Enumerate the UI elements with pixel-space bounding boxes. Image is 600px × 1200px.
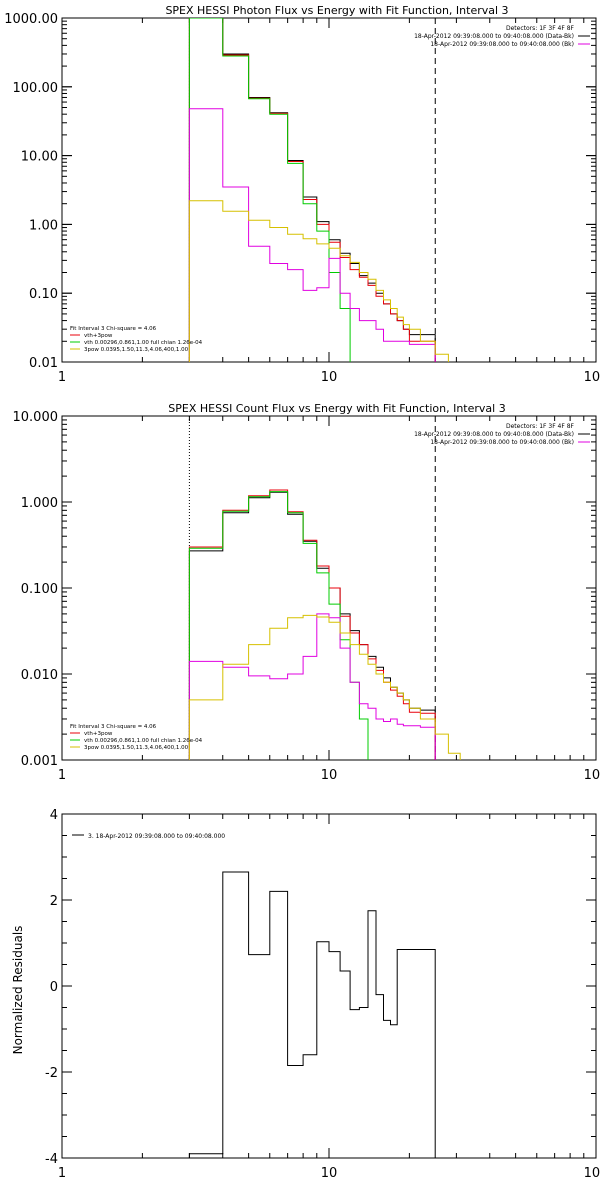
legend-label: 3. 18-Apr-2012 09:39:08.000 to 09:40:08.… [88, 833, 225, 840]
legend-line: vth 0.00296,0.861,1.00 full chian 1.26e-… [84, 340, 203, 346]
histogram-series [188, 18, 360, 362]
info-left: Fit Interval 3 Chi-square = 4.06vth+3pow… [70, 326, 203, 353]
x-tick-label: 1 [58, 768, 66, 783]
histogram-series [188, 614, 461, 760]
y-tick-label: 1.000 [21, 496, 58, 511]
histogram-series [188, 613, 436, 760]
y-tick-label: 0.01 [29, 356, 58, 371]
legend-line: vth+3pow [84, 731, 113, 737]
info-line: 18-Apr-2012 09:39:08.000 to 09:40:08.000… [414, 33, 574, 40]
legend-line: 3pow 0.0395,1.50,11.3,4.06,400,1.00 [84, 745, 189, 751]
panel-title: SPEX HESSI Count Flux vs Energy with Fit… [168, 402, 505, 415]
count-flux-panel: SPEX HESSI Count Flux vs Energy with Fit… [13, 402, 600, 783]
x-tick-label: 10 [321, 370, 338, 385]
legend-line: Fit Interval 3 Chi-square = 4.06 [70, 326, 157, 332]
histogram-series [188, 871, 436, 1158]
y-tick-label: 10.00 [21, 150, 58, 165]
histogram-series [188, 489, 436, 760]
histogram-series [188, 18, 436, 362]
legend-line: Fit Interval 3 Chi-square = 4.06 [70, 724, 157, 730]
x-tick-label: 10 [321, 1166, 338, 1181]
y-tick-label: -4 [45, 1152, 58, 1167]
y-tick-label: 0.100 [21, 582, 58, 597]
y-tick-label: 2 [50, 894, 58, 909]
y-tick-label: 0 [50, 980, 58, 995]
legend-line: vth 0.00296,0.861,1.00 full chian 1.26e-… [84, 738, 203, 744]
x-tick-label: 100 [584, 370, 600, 385]
histogram-series [188, 200, 461, 362]
x-tick-label: 100 [584, 768, 600, 783]
residuals-panel: Normalized Residuals 1 10 100 4 2 0 -2 -4 3. 18… [11, 808, 600, 1181]
legend-line: vth+3pow [84, 333, 113, 339]
info-line: Detectors: 1F 3F 4F 8F [506, 25, 575, 32]
plot-area: 1 10 100 1000.00 100.00 10.00 1.00 0.10 0.01 [4, 12, 600, 385]
histogram-series [188, 108, 436, 362]
x-tick-label: 10 [321, 768, 338, 783]
y-tick-label: 1000.00 [4, 12, 58, 27]
y-tick-label: 10.000 [13, 410, 59, 425]
y-axis-label: Normalized Residuals [11, 926, 25, 1055]
y-tick-label: 1.00 [29, 218, 58, 233]
panel-title: SPEX HESSI Photon Flux vs Energy with Fi… [165, 4, 508, 17]
info-line: 18-Apr-2012 09:39:08.000 to 09:40:08.000… [430, 41, 574, 48]
y-tick-label: 0.010 [21, 668, 58, 683]
y-tick-label: 0.001 [21, 754, 58, 769]
info-left: Fit Interval 3 Chi-square = 4.06vth+3pow… [70, 724, 203, 751]
histogram-series [188, 491, 436, 760]
photon-flux-panel: SPEX HESSI Photon Flux vs Energy with Fi… [4, 4, 600, 385]
info-line: 18-Apr-2012 09:39:08.000 to 09:40:08.000… [430, 439, 574, 446]
y-tick-label: 0.10 [29, 287, 58, 302]
x-tick-label: 100 [584, 1166, 600, 1181]
x-tick-label: 1 [58, 1166, 66, 1181]
histogram-series [188, 18, 436, 362]
y-tick-label: -2 [45, 1066, 58, 1081]
axes-frame [61, 813, 597, 1159]
plot-area: 1 10 100 4 2 0 -2 -4 [45, 808, 600, 1181]
legend: 3. 18-Apr-2012 09:39:08.000 to 09:40:08.… [72, 833, 225, 840]
plot-area: 1 10 100 10.000 1.000 0.100 0.010 0.001 [13, 410, 600, 783]
x-tick-label: 1 [58, 370, 66, 385]
info-line: 18-Apr-2012 09:39:08.000 to 09:40:08.000… [414, 431, 574, 438]
axes-frame [61, 17, 597, 363]
histogram-series [188, 491, 369, 760]
y-tick-label: 4 [50, 808, 58, 823]
legend-line: 3pow 0.0395,1.50,11.3,4.06,400,1.00 [84, 347, 189, 353]
y-tick-label: 100.00 [13, 81, 59, 96]
info-line: Detectors: 1F 3F 4F 8F [506, 423, 575, 430]
